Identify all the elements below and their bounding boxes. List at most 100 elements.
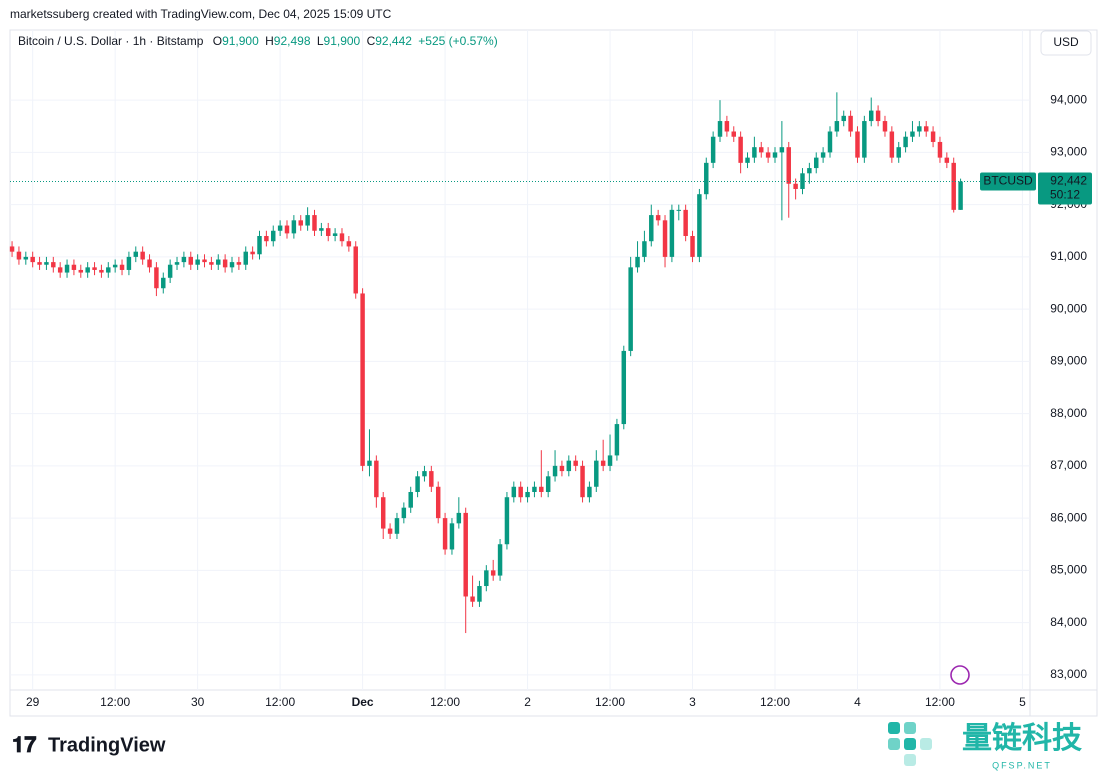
candle-body (621, 350, 627, 425)
candle-body (573, 460, 578, 466)
logo-mark: 𝟏𝟕 (12, 732, 37, 757)
candle-body (415, 476, 420, 492)
candle-body (57, 267, 63, 273)
candle-body (312, 215, 317, 231)
y-tick-label: 90,000 (1050, 301, 1087, 315)
candle-body (195, 259, 200, 265)
candle-body (793, 183, 798, 189)
x-tick-label: 30 (191, 695, 205, 709)
candle-body (580, 465, 585, 498)
countdown-label: 50:12 (1050, 188, 1080, 202)
candle-body (655, 215, 661, 221)
candle-body (367, 460, 372, 466)
grid: 83,000 84,000 85,000 86,000 87,000 88,000 89,0… (10, 30, 1087, 709)
candle-body (167, 264, 173, 278)
candle-body (422, 471, 427, 477)
candle-body (600, 460, 606, 466)
alert-icon[interactable] (950, 665, 970, 685)
candle-body (119, 264, 125, 270)
candle-body (649, 215, 654, 242)
watermark-sub: QFSP.NET (992, 760, 1052, 770)
candle-body (112, 264, 118, 268)
candle-body (545, 476, 551, 492)
candle-body (724, 121, 730, 132)
candle-body (222, 259, 228, 268)
x-tick-label: 2 (524, 695, 531, 709)
candle-body (779, 147, 785, 153)
candle-body (903, 136, 908, 148)
candle-body (271, 230, 276, 242)
candle-body (30, 256, 35, 263)
candle-body (442, 518, 448, 550)
candle-body (683, 209, 688, 236)
x-tick-label: 3 (689, 695, 696, 709)
candle-body (759, 147, 764, 153)
candle-body (78, 269, 84, 273)
candle-body (786, 147, 791, 184)
legend: Bitcoin / U.S. Dollar · 1h · Bitstamp O 9… (18, 34, 498, 48)
candle-body (470, 596, 475, 602)
y-tick-label: 83,000 (1050, 667, 1087, 681)
candle-body (71, 264, 77, 270)
candle-body (16, 251, 22, 260)
x-tick-label: 5 (1019, 695, 1026, 709)
watermark-icon (888, 722, 932, 766)
candle-body (525, 491, 530, 498)
candle-body (923, 126, 929, 132)
candle-body (910, 131, 915, 137)
candle-body (339, 233, 345, 242)
candle-body (429, 471, 434, 487)
legend-o: O (213, 34, 222, 48)
y-tick-label: 89,000 (1050, 354, 1087, 368)
candle-body (738, 136, 743, 163)
candle-body (126, 256, 132, 270)
candle-body (99, 269, 104, 273)
candle-body (690, 235, 695, 257)
candle-body (64, 264, 70, 273)
candle-body (284, 225, 290, 234)
candle-body (380, 497, 386, 529)
candle-body (154, 267, 159, 289)
candle-body (9, 246, 15, 252)
candle-body (497, 544, 503, 576)
y-tick-label: 91,000 (1050, 249, 1087, 263)
currency-label[interactable]: USD (1053, 35, 1079, 49)
candle-body (930, 131, 936, 142)
candle-body (518, 486, 523, 498)
candle-body (868, 110, 874, 122)
candle-body (917, 126, 922, 132)
y-tick-label: 86,000 (1050, 510, 1087, 524)
candle-body (264, 235, 269, 242)
candle-body (635, 256, 640, 268)
legend-title: Bitcoin / U.S. Dollar · 1h · Bitstamp (18, 34, 204, 48)
legend-high: 92,498 (274, 34, 311, 48)
candle-body (951, 162, 956, 210)
y-tick-label: 85,000 (1050, 563, 1087, 577)
candle-body (669, 209, 675, 257)
candle-body (209, 262, 214, 265)
candle-body (477, 586, 482, 602)
candle-body (862, 121, 867, 158)
x-tick-label: Dec (352, 695, 374, 709)
candle-body (710, 136, 716, 163)
symbol-box (980, 172, 1036, 191)
candle-body (44, 262, 49, 265)
candle-body (820, 152, 826, 158)
currency-button[interactable] (1040, 30, 1092, 56)
y-tick-label: 93,000 (1050, 145, 1087, 159)
attribution: marketssuberg created with TradingView.c… (10, 7, 392, 21)
candle-body (704, 162, 709, 195)
candle-body (958, 181, 963, 210)
candle-body (889, 131, 895, 158)
x-tick-label: 12:00 (265, 695, 295, 709)
candle-body (147, 259, 152, 268)
x-tick-label: 12:00 (760, 695, 790, 709)
candle-body (607, 455, 613, 466)
candle-body (827, 131, 833, 153)
x-tick-label: 12:00 (100, 695, 130, 709)
legend-change: +525 (+0.57%) (418, 34, 497, 48)
candle-body (326, 228, 331, 236)
price-label: 92,442 (1050, 174, 1087, 188)
candle-body (717, 121, 723, 137)
